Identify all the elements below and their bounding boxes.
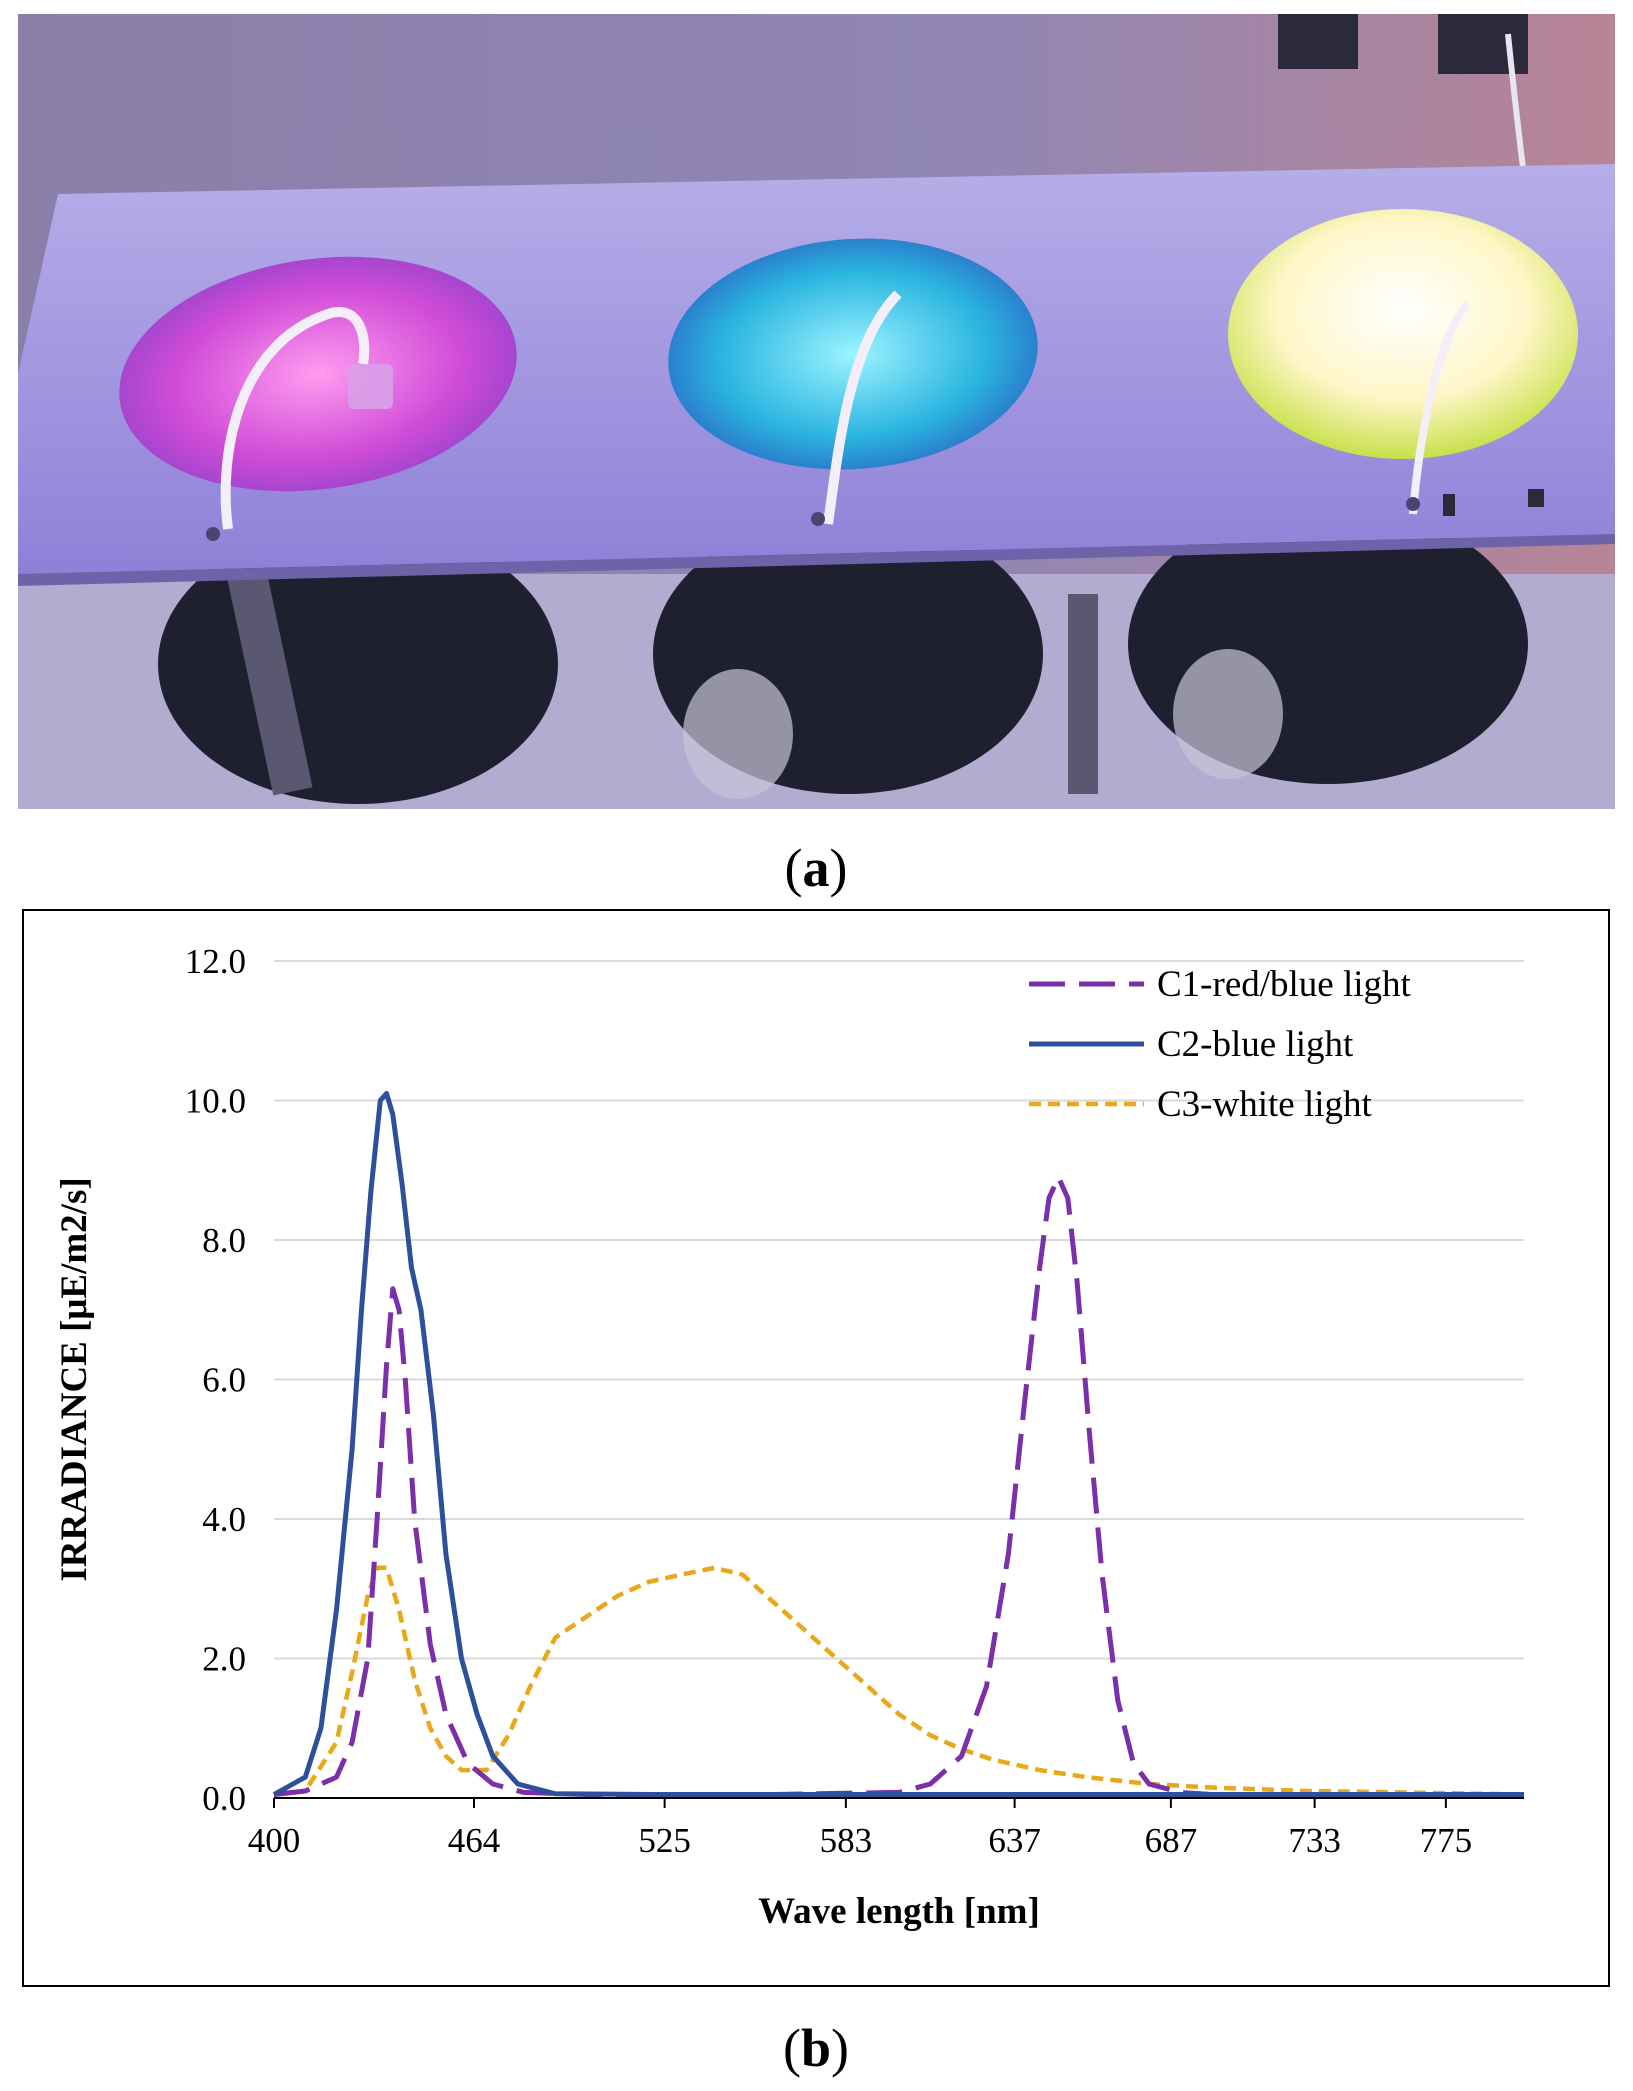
chart-frame: 0.0 2.0 4.0 6.0 8.0 10.0 12.0 400 464 525 583 637 6… — [22, 909, 1610, 1987]
y-tick-label: 4.0 — [202, 1500, 246, 1539]
legend-label-3: C3-white light — [1157, 1084, 1373, 1125]
label-a-open: ( — [784, 838, 803, 898]
panel-label-b: (b) — [756, 2018, 876, 2078]
series-line-1 — [273, 1174, 1524, 1797]
x-tick-label: 687 — [1145, 1821, 1198, 1860]
label-b-letter: b — [800, 2018, 832, 2078]
label-b-close: ) — [831, 2018, 849, 2078]
gridlines — [274, 960, 1524, 1660]
series-lines — [272, 1091, 1525, 1797]
legend-label-2: C2-blue light — [1157, 1024, 1354, 1065]
label-b-open: ( — [782, 2018, 801, 2078]
x-axis-label: Wave length [nm] — [758, 1891, 1040, 1932]
y-axis-label: IRRADIANCE [μE/m2/s] — [54, 1177, 95, 1581]
x-tick-label: 583 — [820, 1821, 873, 1860]
legend-label-1: C1-red/blue light — [1157, 964, 1412, 1005]
label-a-letter: a — [802, 838, 830, 898]
legend: C1-red/blue light C2-blue light C3-white l… — [1029, 964, 1412, 1125]
y-tick-label: 6.0 — [202, 1361, 246, 1400]
y-tick-label: 10.0 — [185, 1082, 246, 1121]
y-tick-label: 0.0 — [202, 1779, 246, 1818]
panel-label-a: (a) — [756, 838, 876, 898]
x-tick-label: 464 — [448, 1821, 501, 1860]
series-line-3 — [273, 1565, 1525, 1797]
x-tick-label: 733 — [1288, 1821, 1341, 1860]
x-tick-label: 400 — [248, 1821, 301, 1860]
irradiance-chart: 0.0 2.0 4.0 6.0 8.0 10.0 12.0 400 464 525 583 637 6… — [54, 942, 1525, 1932]
y-tick-label: 12.0 — [185, 942, 246, 981]
series-line-2 — [272, 1091, 1524, 1797]
y-axis-ticks: 0.0 2.0 4.0 6.0 8.0 10.0 12.0 — [185, 942, 246, 1818]
y-tick-label: 8.0 — [202, 1221, 246, 1260]
x-axis-ticks: 400 464 525 583 637 687 733 775 — [248, 1798, 1472, 1860]
label-a-close: ) — [829, 838, 848, 898]
x-tick-label: 637 — [988, 1821, 1041, 1860]
y-tick-label: 2.0 — [202, 1640, 246, 1679]
x-tick-label: 525 — [638, 1821, 691, 1860]
lamp-setup-photo — [18, 14, 1615, 809]
x-tick-label: 775 — [1420, 1821, 1473, 1860]
